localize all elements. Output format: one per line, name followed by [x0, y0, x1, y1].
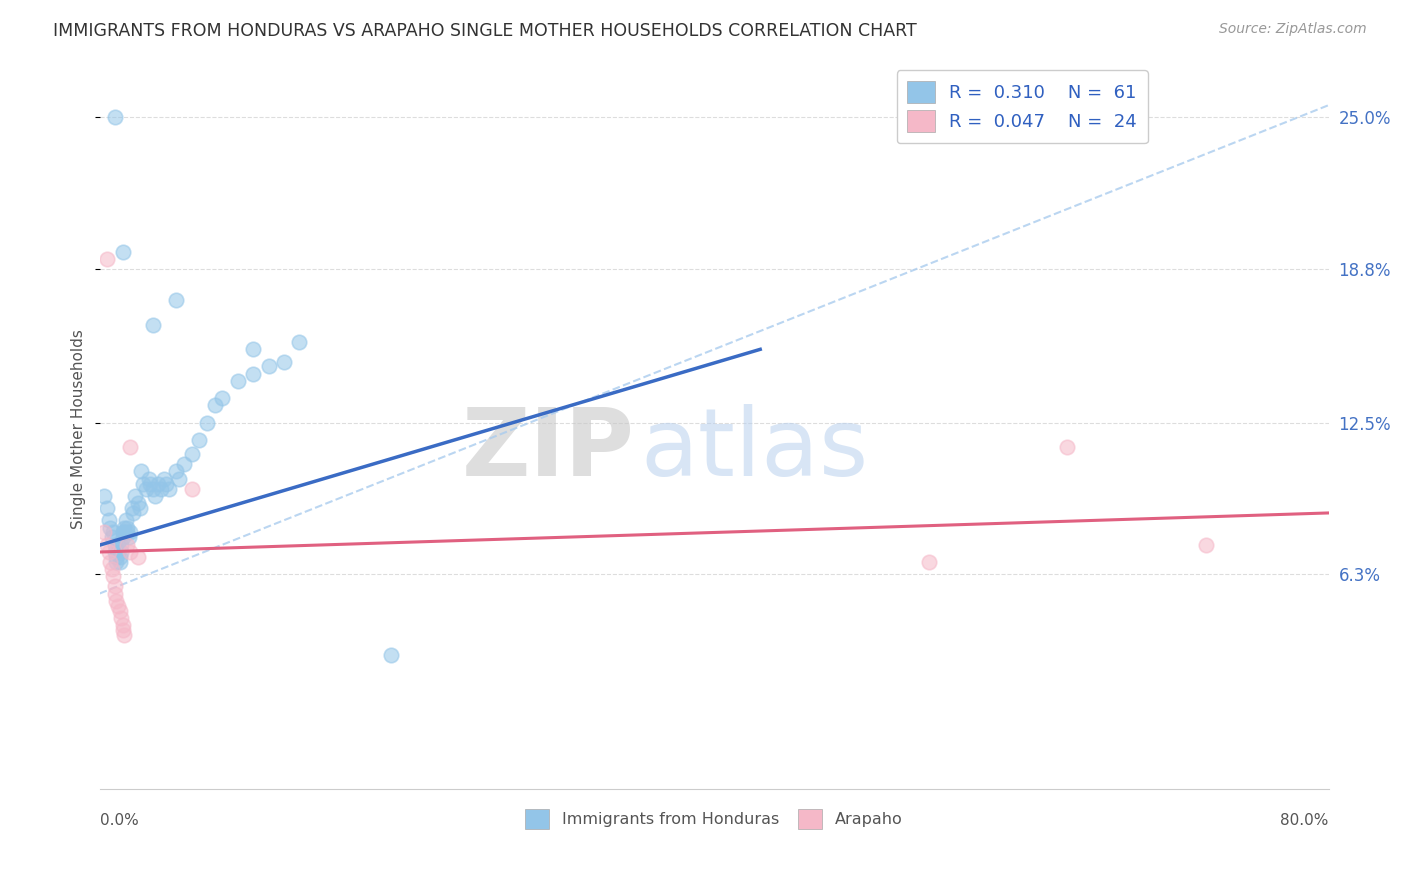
Point: [111, 244, 134, 259]
Point: [107, 545, 129, 559]
Point: [1056, 440, 1078, 454]
Point: [165, 465, 187, 479]
Point: [131, 476, 153, 491]
Point: [165, 293, 187, 308]
Point: [195, 416, 218, 430]
Point: [118, 530, 141, 544]
Point: [111, 623, 134, 637]
Point: [142, 318, 165, 332]
Point: [107, 599, 129, 613]
Point: [104, 545, 127, 559]
Point: [139, 476, 162, 491]
Text: IMMIGRANTS FROM HONDURAS VS ARAPAHO SINGLE MOTHER HOUSEHOLDS CORRELATION CHART: IMMIGRANTS FROM HONDURAS VS ARAPAHO SING…: [53, 22, 917, 40]
Point: [96, 538, 118, 552]
Point: [273, 354, 295, 368]
Point: [129, 465, 152, 479]
Point: [104, 579, 127, 593]
Point: [97, 513, 120, 527]
Point: [138, 472, 160, 486]
Text: Source: ZipAtlas.com: Source: ZipAtlas.com: [1219, 22, 1367, 37]
Point: [135, 482, 157, 496]
Point: [128, 501, 150, 516]
Point: [242, 343, 264, 357]
Point: [108, 555, 131, 569]
Point: [124, 489, 146, 503]
Point: [103, 525, 125, 540]
Point: [121, 501, 143, 516]
Text: 0.0%: 0.0%: [100, 814, 138, 829]
Point: [153, 472, 176, 486]
Point: [918, 555, 941, 569]
Point: [188, 433, 211, 447]
Point: [93, 489, 115, 503]
Point: [105, 594, 128, 608]
Point: [115, 520, 138, 534]
Point: [112, 628, 135, 642]
Point: [288, 334, 311, 349]
Point: [114, 513, 136, 527]
Point: [96, 501, 118, 516]
Point: [112, 525, 135, 540]
Point: [105, 555, 128, 569]
Point: [101, 530, 124, 544]
Point: [98, 520, 121, 534]
Point: [104, 586, 127, 600]
Point: [1195, 538, 1218, 552]
Point: [101, 562, 124, 576]
Text: 80.0%: 80.0%: [1281, 814, 1329, 829]
Point: [107, 538, 129, 552]
Point: [155, 476, 177, 491]
Point: [105, 549, 128, 564]
Point: [146, 476, 169, 491]
Point: [142, 482, 165, 496]
Point: [98, 555, 121, 569]
Point: [110, 611, 132, 625]
Point: [110, 545, 132, 559]
Point: [180, 482, 202, 496]
Y-axis label: Single Mother Households: Single Mother Households: [72, 329, 86, 529]
Point: [226, 374, 249, 388]
Point: [111, 618, 134, 632]
Point: [180, 447, 202, 461]
Text: ZIP: ZIP: [461, 404, 634, 496]
Point: [173, 457, 195, 471]
Point: [120, 525, 142, 540]
Point: [242, 367, 264, 381]
Point: [111, 525, 134, 540]
Point: [169, 472, 191, 486]
Point: [110, 538, 132, 552]
Point: [127, 549, 149, 564]
Text: atlas: atlas: [640, 404, 869, 496]
Point: [104, 538, 127, 552]
Point: [380, 648, 402, 662]
Point: [204, 399, 226, 413]
Point: [157, 482, 180, 496]
Point: [127, 496, 149, 510]
Point: [211, 391, 233, 405]
Point: [120, 545, 142, 559]
Point: [111, 530, 134, 544]
Point: [97, 545, 120, 559]
Point: [115, 525, 138, 540]
Legend: Immigrants from Honduras, Arapaho: Immigrants from Honduras, Arapaho: [519, 803, 910, 835]
Point: [120, 440, 142, 454]
Point: [108, 549, 131, 564]
Point: [104, 111, 127, 125]
Point: [93, 525, 115, 540]
Point: [103, 569, 125, 583]
Point: [108, 604, 131, 618]
Point: [143, 489, 166, 503]
Point: [122, 506, 145, 520]
Point: [112, 520, 135, 534]
Point: [96, 252, 118, 266]
Point: [115, 538, 138, 552]
Point: [257, 359, 280, 374]
Point: [150, 482, 173, 496]
